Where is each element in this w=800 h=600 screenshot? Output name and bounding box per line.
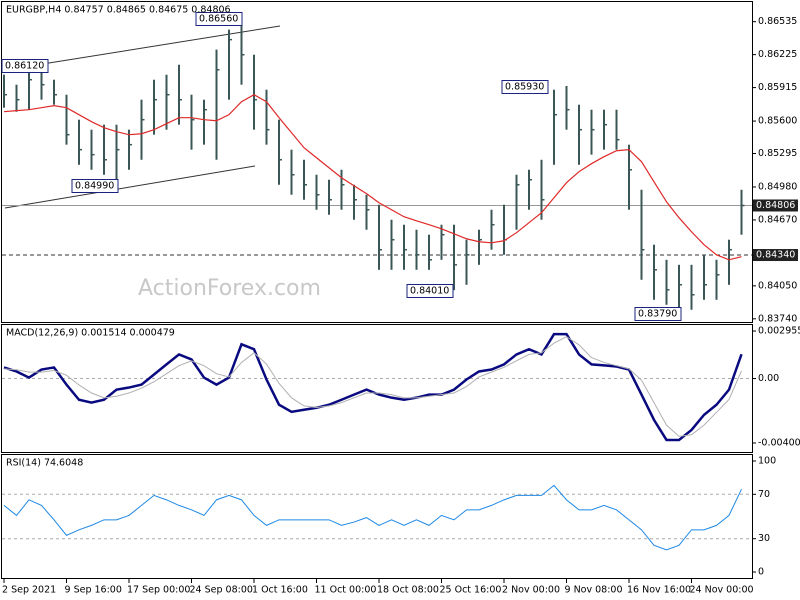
annotation-box	[634, 307, 682, 321]
price-label-box	[753, 199, 798, 212]
panel-title: MACD(12,26,9) 0.001514 0.000479	[6, 328, 175, 339]
price-label: 0.84340	[756, 250, 795, 261]
y-tick-label: 0.85915	[758, 82, 797, 93]
y-tick-label: -0.004009	[758, 437, 800, 448]
y-tick-label: 0.84980	[758, 181, 797, 192]
y-tick-label: 100	[758, 455, 776, 466]
x-tick-label: 24 Sep 08:00	[190, 585, 253, 596]
channel-line	[4, 165, 256, 209]
y-tick-label: 0.86225	[758, 49, 797, 60]
indicator-line	[3, 484, 742, 551]
y-tick-label: 0.86535	[758, 16, 797, 27]
x-tick-label: 11 Oct 00:00	[315, 585, 377, 596]
annotation-box	[406, 284, 454, 298]
annotation: 0.86120	[5, 61, 44, 72]
y-tick-label: 0.85600	[758, 116, 797, 127]
indicator-line	[3, 332, 743, 442]
x-tick-label: 9 Sep 16:00	[65, 585, 122, 596]
y-tick-label: 0.84050	[758, 280, 797, 291]
y-tick-label: 0.85295	[758, 148, 797, 159]
annotation: 0.86560	[199, 14, 238, 25]
x-tick-label: 2 Sep 2021	[2, 585, 56, 596]
y-tick-label: 0	[758, 567, 764, 578]
channel-line	[4, 25, 281, 71]
x-tick-label: 25 Oct 16:00	[440, 585, 502, 596]
annotation-box	[195, 12, 243, 26]
x-tick-label: 2 Nov 00:00	[502, 585, 560, 596]
x-tick-label: 17 Sep 00:00	[127, 585, 190, 596]
annotation: 0.84010	[410, 286, 449, 297]
watermark: ActionForex.com	[138, 276, 321, 301]
x-tick-label: 24 Nov 00:00	[690, 585, 754, 596]
y-tick-label: 0.83740	[758, 313, 797, 324]
y-tick-label: 0.002955	[758, 326, 800, 337]
x-tick-label: 9 Nov 08:00	[565, 585, 623, 596]
annotation: 0.85930	[505, 82, 544, 93]
y-tick-label: 0.00	[758, 373, 779, 384]
annotation-box	[1, 59, 49, 73]
price-label: 0.84806	[756, 200, 795, 211]
macd-frame	[1, 324, 753, 453]
y-tick-label: 0.84670	[758, 214, 797, 225]
annotation-box	[71, 179, 119, 193]
panel-title: RSI(14) 74.6048	[6, 458, 83, 469]
indicator-line	[3, 336, 742, 437]
rsi-frame	[1, 454, 753, 579]
annotation: 0.84990	[75, 181, 114, 192]
panel-title: EURGBP,H4 0.84757 0.84865 0.84675 0.8480…	[6, 5, 231, 16]
price-frame	[1, 1, 753, 323]
x-tick-label: 16 Nov 16:00	[627, 585, 691, 596]
x-tick-label: 18 Oct 08:00	[377, 585, 439, 596]
annotation-box	[501, 80, 549, 94]
y-tick-label: 70	[758, 489, 770, 500]
price-label-box	[753, 249, 798, 262]
annotation: 0.83790	[638, 309, 677, 320]
y-tick-label: 30	[758, 533, 770, 544]
moving-average	[3, 94, 742, 261]
x-tick-label: 1 Oct 16:00	[252, 585, 308, 596]
